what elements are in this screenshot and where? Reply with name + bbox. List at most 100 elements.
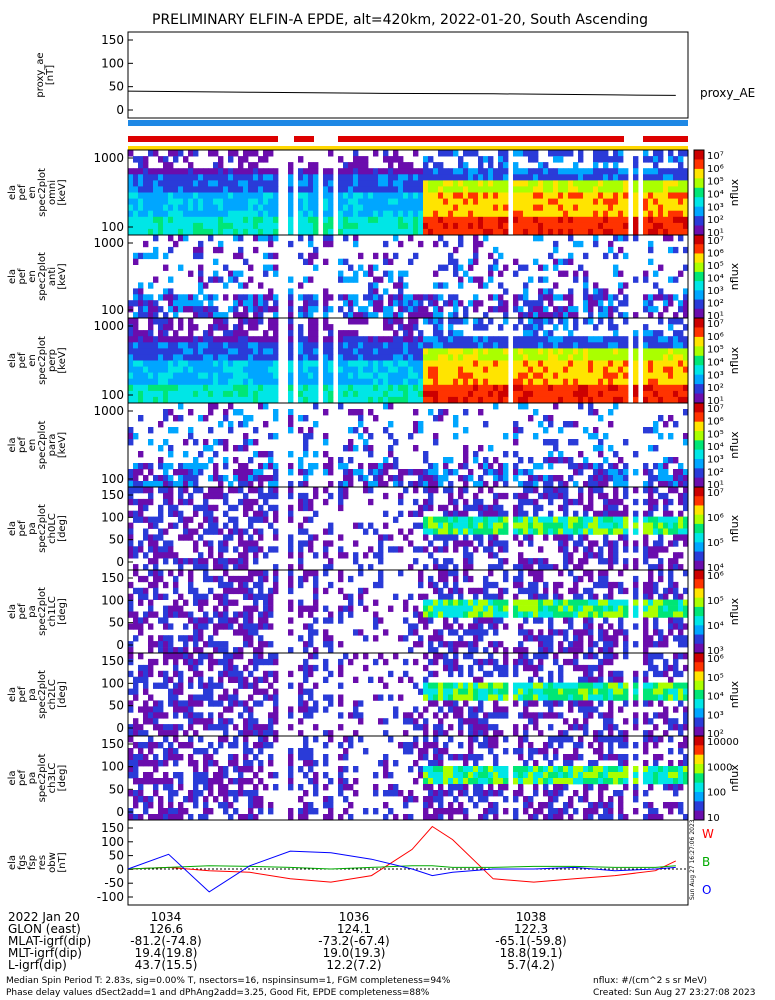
spectrogram-cell [213,611,219,618]
spectrogram-cell [168,192,174,199]
spectrogram-cell [518,528,524,535]
spectrogram-cell [603,372,609,380]
spectrogram-cell [558,228,564,236]
spectrogram-cell [213,528,219,535]
spectrogram-cell [188,558,194,565]
spectrogram-cell [558,390,564,398]
spectrogram-cell [243,294,249,301]
spectrogram-cell [608,498,614,506]
spectrogram-cell [678,475,684,482]
spectrogram-cell [443,186,449,193]
spectrogram-cell [338,403,344,410]
spectrogram-cell [443,366,449,374]
spectrogram-cell [548,288,554,295]
spectrogram-cell [248,378,254,386]
spectrogram-cell [168,463,174,470]
spectrogram-cell [208,180,214,187]
spectrogram-cell [538,390,544,398]
spectrogram-cell [268,605,274,612]
spectrogram-cell [163,264,169,271]
spectrogram-cell [128,372,134,380]
spectrogram-cell [178,180,184,187]
spectrogram-cell [558,168,564,175]
spectrogram-cell [533,498,539,506]
spectrogram-cell [303,475,309,482]
spectrogram-cell [488,372,494,380]
spectrogram-cell [648,366,654,374]
spectrogram-cell [468,150,474,157]
spectrogram-cell [443,534,449,541]
sunlight-bar-segment [128,136,278,142]
spectrogram-cell [578,342,584,349]
spectrogram-cell [433,210,439,218]
spectrogram-cell [288,168,294,175]
spectrogram-cell [288,312,294,319]
spectrogram-cell [518,516,524,523]
spectrogram-cell [663,390,669,398]
spectrogram-cell [158,390,164,398]
spectrogram-cell [683,246,689,254]
spectrogram-cell [158,294,164,301]
spectrogram-cell [633,390,639,398]
spectrogram-cell [203,174,209,181]
spectrogram-cell [393,222,399,230]
spectrogram-cell [198,210,204,218]
spectrogram-cell [413,378,419,386]
spectrogram-cell [478,498,484,506]
spectrogram-cell [503,354,509,361]
spectrogram-cell [648,445,654,452]
spectrogram-cell [558,294,564,301]
spectrogram-cell [673,216,679,224]
spectrogram-cell [168,288,174,295]
spectrogram-cell [558,378,564,386]
spectrogram-cell [168,300,174,307]
spectrogram-cell [393,228,399,236]
spectrogram-cell [368,366,374,374]
spectrogram-cell [493,264,499,271]
spectrogram-cell [643,228,649,236]
spectrogram-cell [128,222,134,230]
spectrogram-cell [573,240,579,248]
spectrogram-cell [193,641,199,648]
spectrogram-cell [613,216,619,224]
spectrogram-cell [463,487,469,494]
spectrogram-cell [173,504,179,512]
spectrogram-cell [438,522,444,529]
ylabel-line: proxy_ae [35,52,46,97]
spectrogram-cell [683,504,689,512]
spectrogram-cell [233,324,239,331]
spectrogram-cell [163,204,169,212]
spectrogram-cell [663,228,669,236]
spectrogram-cell [343,198,349,206]
spectrogram-cell [258,516,264,523]
spectrogram-cell [343,330,349,337]
spectrogram-cell [298,384,304,392]
spectrogram-cell [298,492,304,500]
spectrogram-cell [578,186,584,193]
spectrogram-cell [178,647,184,654]
spectrogram-cell [228,581,234,589]
spectrogram-cell [498,564,504,571]
spectrogram-cell [563,306,569,313]
spectrogram-cell [193,558,199,565]
spectrogram-cell [163,552,169,559]
spectrogram-cell [288,629,294,636]
spectrogram-cell [153,396,159,404]
spectrogram-cell [678,270,684,277]
spectrogram-cell [238,552,244,559]
spectrogram-cell [208,528,214,535]
spectrogram-cell [173,581,179,589]
spectrogram-cell [238,487,244,494]
spectrogram-cell [128,546,134,553]
spectrogram-cell [343,487,349,494]
spectrogram-cell [598,168,604,175]
colorbar-swatch [694,290,704,301]
spectrogram-cell [218,492,224,500]
spectrogram-cell [413,487,419,494]
spectrogram-cell [323,288,329,295]
spectrogram-cell [368,342,374,349]
spectrogram-cell [298,210,304,218]
spectrogram-cell [173,469,179,476]
spectrogram-cell [338,168,344,175]
spectrogram-cell [303,575,309,583]
